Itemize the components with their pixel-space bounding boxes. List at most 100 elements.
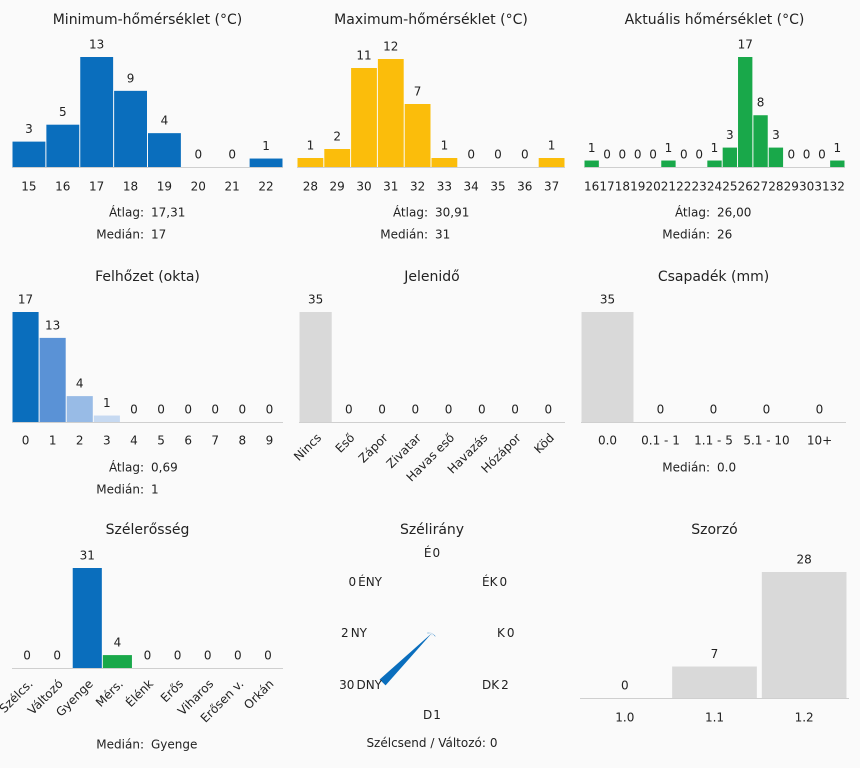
value-label: 1 <box>441 139 449 153</box>
category-label: 29 <box>784 180 799 194</box>
chart-title: Aktuális hőmérséklet (°C) <box>625 12 805 28</box>
bar <box>297 158 324 167</box>
category-label: 7 <box>211 434 219 448</box>
stat-label: Átlag: <box>393 205 428 220</box>
category-label: 19 <box>630 180 645 194</box>
value-label: 1 <box>711 141 719 155</box>
value-label: 17 <box>738 38 753 52</box>
category-label: 28 <box>768 180 783 194</box>
category-label: 20 <box>191 180 206 194</box>
bar <box>39 337 66 422</box>
category-label: 32 <box>410 180 425 194</box>
direction-wedge <box>432 633 436 637</box>
stat-label: Medián: <box>96 483 144 497</box>
footer-label: Szélcsend / Változó: <box>366 736 485 750</box>
stat-value: 26 <box>717 228 732 242</box>
chart-title: Maximum-hőmérséklet (°C) <box>334 12 528 28</box>
category-label: 21 <box>225 180 240 194</box>
category-label: 26 <box>738 180 753 194</box>
category-label: Mérs. <box>93 677 126 710</box>
stat-value: 1 <box>151 483 159 497</box>
bar <box>66 396 93 422</box>
category-label: 3 <box>103 434 111 448</box>
value-label: 0 <box>239 403 247 417</box>
category-label: Köd <box>531 431 557 457</box>
direction-name: K <box>497 626 506 640</box>
category-label: 31 <box>383 180 398 194</box>
direction-label: ÉK 0 <box>482 574 507 589</box>
category-label: 8 <box>239 434 247 448</box>
category-label: 0 <box>22 434 30 448</box>
direction-name: É <box>424 545 432 560</box>
value-label: 0 <box>816 403 824 417</box>
value-label: 3 <box>772 128 780 142</box>
direction-wedge <box>427 632 432 634</box>
value-label: 0 <box>603 148 611 162</box>
value-label: 0 <box>657 403 665 417</box>
chart-title: Szélirány <box>400 522 464 538</box>
value-label: 0 <box>184 403 192 417</box>
bar <box>761 572 847 698</box>
category-label: 35 <box>490 180 505 194</box>
value-label: 0 <box>619 148 627 162</box>
bar <box>377 59 404 167</box>
category-label: 18 <box>123 180 138 194</box>
category-label: 5.1 - 10 <box>743 434 789 448</box>
category-label: 29 <box>330 180 345 194</box>
value-label: 0 <box>53 649 61 663</box>
chart-title: Csapadék (mm) <box>658 269 769 285</box>
category-label: 23 <box>692 180 707 194</box>
category-label: 19 <box>157 180 172 194</box>
value-label: 35 <box>600 293 615 307</box>
category-label: Eső <box>333 431 358 456</box>
stat-label: Medián: <box>662 228 710 242</box>
bar <box>114 90 147 167</box>
direction-value: 0 <box>432 546 440 560</box>
value-label: 0 <box>412 403 420 417</box>
direction-name: ÉK <box>482 574 499 589</box>
bar <box>324 149 351 167</box>
category-label: 21 <box>661 180 676 194</box>
value-label: 17 <box>18 293 33 307</box>
value-label: 0 <box>234 649 242 663</box>
category-label: 32 <box>830 180 845 194</box>
stat-value: 0.0 <box>717 461 736 475</box>
value-label: 0 <box>818 148 826 162</box>
value-label: 0 <box>621 679 629 693</box>
category-label: 17 <box>599 180 614 194</box>
direction-name: DNY <box>356 678 382 692</box>
bar <box>148 133 181 167</box>
bar <box>707 160 722 167</box>
category-label: 22 <box>676 180 691 194</box>
bar <box>581 312 634 422</box>
bar <box>46 124 80 167</box>
value-label: 0 <box>511 403 519 417</box>
direction-value: 2 <box>501 678 509 692</box>
category-label: 30 <box>799 180 814 194</box>
direction-value: 0 <box>499 575 507 589</box>
bar <box>830 160 845 167</box>
value-label: 12 <box>383 40 398 54</box>
stat-label: Medián: <box>96 228 144 242</box>
value-label: 1 <box>548 139 556 153</box>
value-label: 0 <box>763 403 771 417</box>
chart-title: Szélerősség <box>106 522 190 538</box>
direction-name: DK <box>482 678 500 692</box>
category-label: 1.1 - 5 <box>694 434 733 448</box>
value-label: 0 <box>157 403 165 417</box>
value-label: 31 <box>80 549 95 563</box>
stat-label: Átlag: <box>675 205 710 220</box>
category-label: 31 <box>814 180 829 194</box>
direction-name: D <box>423 708 432 722</box>
value-label: 0 <box>710 403 718 417</box>
value-label: 0 <box>445 403 453 417</box>
value-label: 3 <box>726 128 734 142</box>
category-label: 10+ <box>807 434 832 448</box>
bar <box>753 115 768 167</box>
direction-value: 1 <box>433 708 441 722</box>
direction-name: ÉNY <box>358 574 383 589</box>
value-label: 0 <box>649 148 657 162</box>
stat-label: Átlag: <box>109 205 144 220</box>
category-label: 37 <box>544 180 559 194</box>
